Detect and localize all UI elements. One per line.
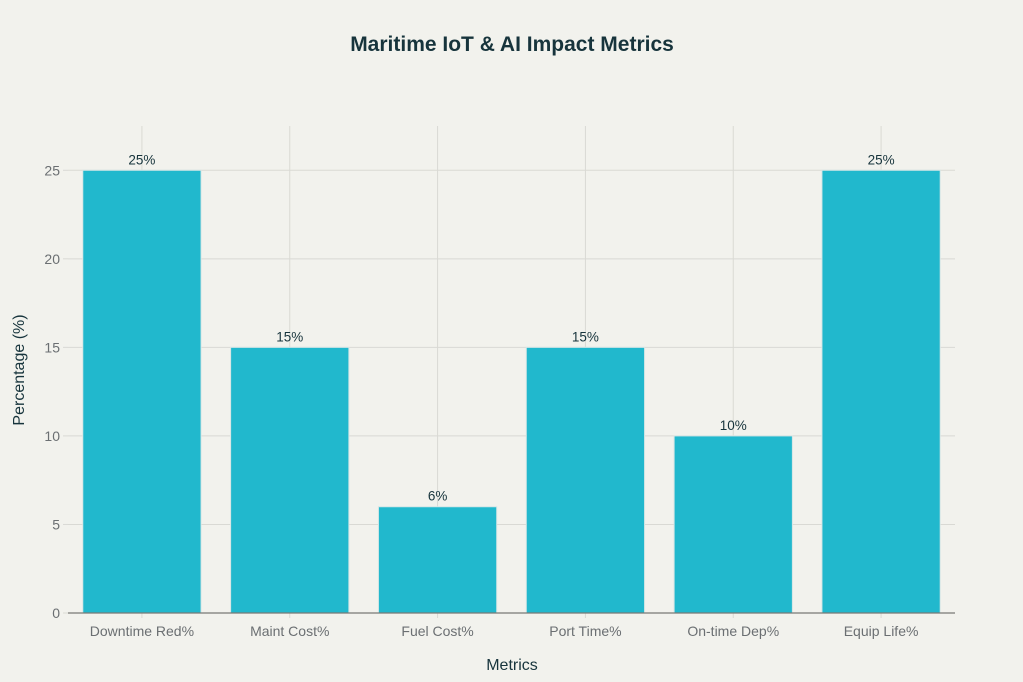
data-label: 25% — [868, 152, 895, 167]
y-tick-label: 10 — [44, 428, 60, 444]
data-label: 15% — [276, 329, 303, 344]
x-axis: Downtime Red% Maint Cost% Fuel Cost% Port T… — [68, 612, 955, 639]
y-tick-label: 5 — [52, 516, 60, 532]
x-tick-label: On-time Dep% — [687, 623, 779, 639]
bar-5 — [673, 435, 793, 614]
x-tick-label: Maint Cost% — [250, 623, 329, 639]
chart-title: Maritime IoT & AI Impact Metrics — [350, 33, 674, 56]
x-tick-label: Fuel Cost% — [401, 623, 473, 639]
data-label: 10% — [720, 418, 747, 433]
bar-6 — [821, 169, 941, 614]
x-tick-label: Downtime Red% — [90, 623, 194, 639]
bar-2 — [230, 346, 350, 614]
y-tick-label: 25 — [44, 162, 60, 178]
y-axis-label: Percentage (%) — [11, 314, 28, 425]
bar-3 — [377, 506, 498, 614]
data-label: 25% — [128, 152, 155, 167]
x-tick-label: Port Time% — [549, 623, 621, 639]
x-axis-label: Metrics — [486, 657, 538, 674]
y-axis: 0 5 10 15 20 25 — [44, 162, 68, 621]
data-label: 6% — [428, 489, 448, 504]
data-label: 15% — [572, 329, 599, 344]
x-tick-label: Equip Life% — [844, 623, 919, 639]
bar-4 — [525, 346, 646, 614]
bars: 25% 15% 6% 15% 10% 25% — [82, 152, 941, 614]
y-tick-label: 15 — [44, 339, 60, 355]
bar-1 — [82, 169, 202, 614]
y-tick-label: 20 — [44, 251, 60, 267]
y-tick-label: 0 — [52, 605, 60, 621]
